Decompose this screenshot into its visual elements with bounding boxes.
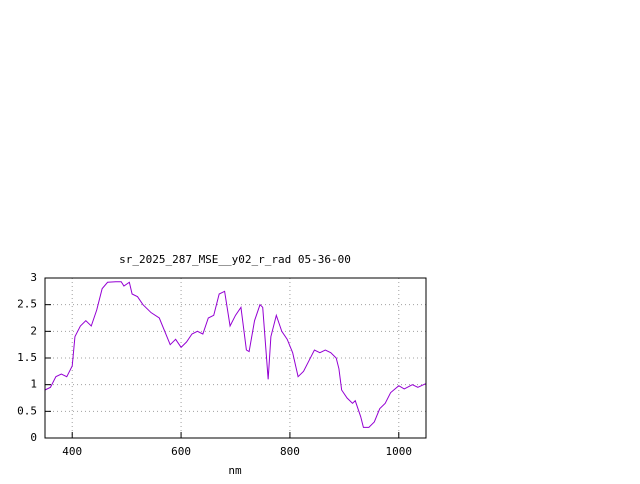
x-axis-label: nm (228, 464, 242, 477)
x-tick-label: 1000 (386, 445, 413, 458)
plot-frame (44, 277, 427, 439)
y-tick-label: 2 (30, 324, 37, 337)
y-tick-label: 3 (30, 271, 37, 284)
y-tick-label: 1.5 (17, 351, 37, 364)
y-tick-label: 0.5 (17, 404, 37, 417)
data-line (44, 281, 427, 428)
x-tick-label: 400 (62, 445, 82, 458)
x-tick-label: 800 (280, 445, 300, 458)
y-tick-label: 1 (30, 378, 37, 391)
y-tick-label: 0 (30, 431, 37, 444)
chart-title: sr_2025_287_MSE__y02_r_rad 05-36-00 (119, 253, 351, 266)
x-tick-label: 600 (171, 445, 191, 458)
y-tick-label: 2.5 (17, 298, 37, 311)
